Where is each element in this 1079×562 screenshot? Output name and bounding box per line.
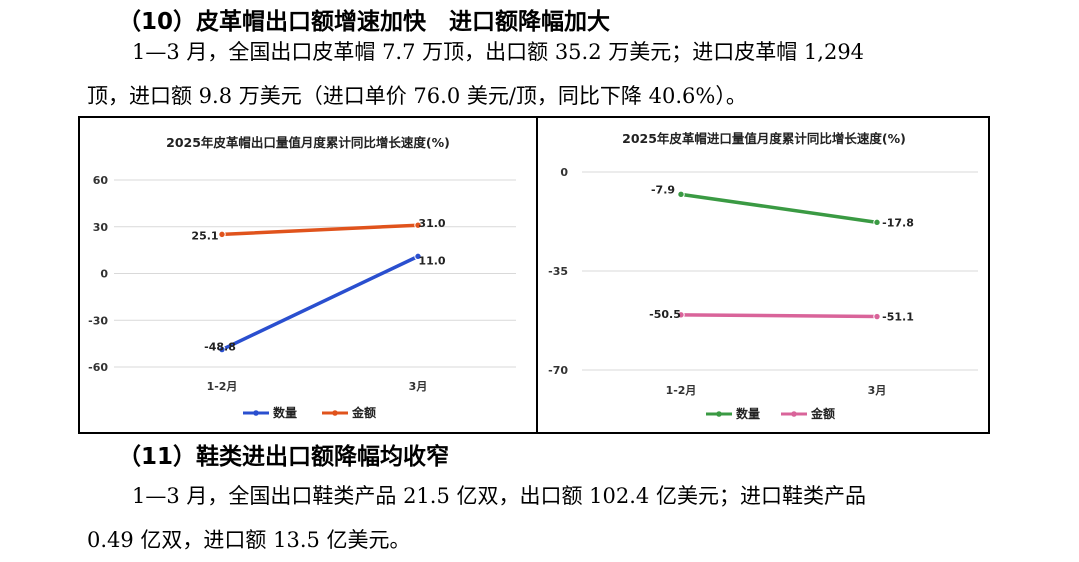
x-tick-label: 1-2月 <box>666 384 697 397</box>
legend-marker <box>716 411 722 417</box>
data-label: 25.1 <box>191 229 218 242</box>
data-label: 11.0 <box>418 254 445 267</box>
legend-label: 金额 <box>810 406 835 421</box>
legend-marker <box>791 411 797 417</box>
x-tick-label: 3月 <box>868 384 887 397</box>
import-growth-chart: 2025年皮革帽进口量值月度累计同比增长速度(%) 0 -35 -70 1-2月 3月 -7… <box>548 131 978 421</box>
x-tick-label: 1-2月 <box>207 380 238 393</box>
legend-label: 数量 <box>273 405 297 420</box>
section-11-paragraph: 1—3 月，全国出口鞋类产品 21.5 亿双，出口额 102.4 亿美元；进口鞋… <box>87 474 987 562</box>
data-label: -7.9 <box>651 183 675 196</box>
data-label: -48.8 <box>204 341 236 354</box>
x-tick-label: 3月 <box>409 380 428 393</box>
section-10-heading: （10）皮革帽出口额增速加快 进口额降幅加大 <box>118 9 611 35</box>
data-point <box>873 218 881 227</box>
series-line <box>679 192 879 225</box>
legend-label: 数量 <box>736 406 760 421</box>
y-tick-label: -30 <box>88 314 108 327</box>
y-tick-label: -70 <box>548 364 568 377</box>
y-tick-label: 0 <box>560 166 568 179</box>
y-tick-label: 0 <box>100 268 108 281</box>
section-11-line-2: 0.49 亿双，进口额 13.5 亿美元。 <box>87 528 411 552</box>
charts-frame: 2025年皮革帽出口量值月度累计同比增长速度(%) 60 30 0 -30 -60 1-2月… <box>78 116 990 434</box>
legend-label: 金额 <box>351 405 376 420</box>
data-point <box>677 190 685 199</box>
y-tick-label: 30 <box>93 221 109 234</box>
legend-marker <box>332 410 338 416</box>
chart-title: 2025年皮革帽出口量值月度累计同比增长速度(%) <box>166 135 450 150</box>
data-point <box>218 345 226 354</box>
export-growth-chart: 2025年皮革帽出口量值月度累计同比增长速度(%) 60 30 0 -30 -60 1-2月… <box>88 135 516 420</box>
section-10-line-1: 1—3 月，全国出口皮革帽 7.7 万顶，出口额 35.2 万美元；进口皮革帽 … <box>132 40 865 64</box>
section-11-line-1: 1—3 月，全国出口鞋类产品 21.5 亿双，出口额 102.4 亿美元；进口鞋… <box>132 484 866 508</box>
data-label: -50.5 <box>649 308 681 321</box>
series-line <box>220 223 420 237</box>
chart-title: 2025年皮革帽进口量值月度累计同比增长速度(%) <box>622 131 906 146</box>
data-point <box>873 312 881 321</box>
series-line <box>679 313 879 319</box>
data-label: 31.0 <box>418 217 445 230</box>
series-line <box>220 254 420 352</box>
chart-divider <box>536 118 538 432</box>
section-10-paragraph: 1—3 月，全国出口皮革帽 7.7 万顶，出口额 35.2 万美元；进口皮革帽 … <box>87 30 987 118</box>
y-tick-label: -35 <box>548 265 568 278</box>
section-11-heading: （11）鞋类进出口额降幅均收窄 <box>118 444 450 470</box>
export-chart-panel: 2025年皮革帽出口量值月度累计同比增长速度(%) 60 30 0 -30 -60 1-2月… <box>80 118 536 432</box>
legend-marker <box>253 410 259 416</box>
data-point <box>414 252 422 261</box>
data-point <box>218 230 226 239</box>
data-point <box>414 221 422 229</box>
y-tick-label: -60 <box>88 361 108 374</box>
data-label: -17.8 <box>882 216 914 229</box>
data-point <box>677 311 685 319</box>
import-chart-panel: 2025年皮革帽进口量值月度累计同比增长速度(%) 0 -35 -70 1-2月 3月 -7… <box>538 118 988 432</box>
section-10-line-2: 顶，进口额 9.8 万美元（进口单价 76.0 美元/顶，同比下降 40.6%）… <box>87 84 747 108</box>
data-label: -51.1 <box>882 311 914 324</box>
y-tick-label: 60 <box>93 174 109 187</box>
